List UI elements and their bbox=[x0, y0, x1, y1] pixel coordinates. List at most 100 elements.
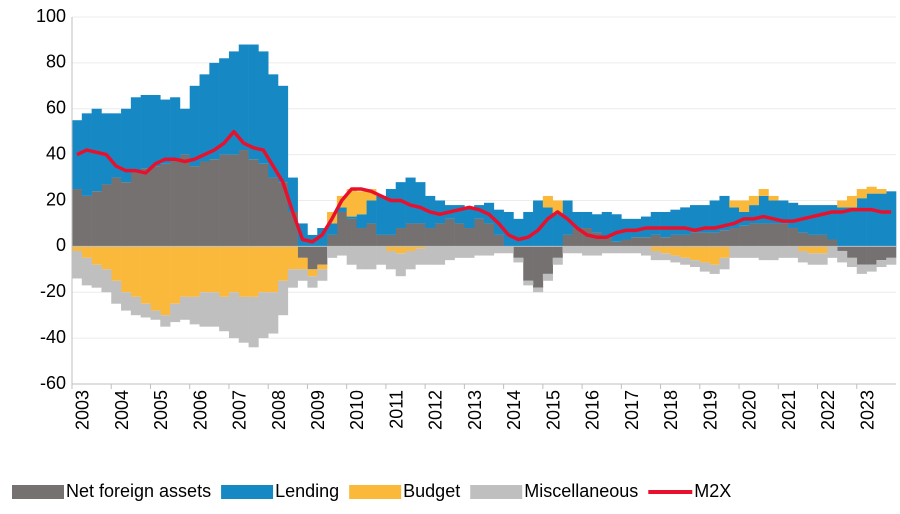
bar-segment bbox=[523, 280, 534, 286]
bar-segment bbox=[366, 200, 377, 224]
legend-label: M2X bbox=[694, 481, 731, 501]
bar-segment bbox=[278, 182, 289, 247]
bar-segment bbox=[817, 205, 828, 235]
bar-segment bbox=[278, 280, 289, 316]
bar-segment bbox=[768, 223, 779, 247]
bar-segment bbox=[591, 246, 603, 256]
bar-segment bbox=[258, 292, 269, 339]
y-tick-label: -60 bbox=[40, 373, 66, 393]
bar-segment bbox=[160, 246, 171, 316]
bar-segment bbox=[150, 166, 161, 247]
bar-segment bbox=[268, 177, 279, 247]
x-tick-label: 2017 bbox=[622, 390, 642, 430]
bar-segment bbox=[739, 225, 750, 247]
bar-segment bbox=[680, 257, 691, 265]
bar-segment bbox=[690, 246, 701, 261]
bar-segment bbox=[385, 250, 397, 270]
bar-segment bbox=[317, 246, 328, 265]
bar-segment bbox=[846, 195, 858, 208]
bar-segment bbox=[699, 232, 710, 247]
bar-segment bbox=[582, 246, 593, 256]
bar-segment bbox=[111, 246, 122, 281]
bar-segment bbox=[91, 264, 102, 288]
bar-segment bbox=[827, 205, 838, 240]
y-tick-label: 80 bbox=[46, 52, 66, 72]
bar-segment bbox=[140, 246, 151, 304]
legend-label: Net foreign assets bbox=[66, 481, 211, 501]
bar-segment bbox=[856, 198, 867, 247]
bar-segment bbox=[621, 246, 632, 254]
bar-segment bbox=[336, 246, 347, 256]
bar-segment bbox=[454, 223, 465, 247]
bar-segment bbox=[121, 108, 132, 183]
bar-segment bbox=[542, 207, 553, 247]
bar-segment bbox=[425, 228, 436, 247]
bar-segment bbox=[670, 209, 681, 235]
bar-segment bbox=[866, 246, 877, 265]
x-tick-label: 2019 bbox=[700, 390, 720, 430]
bar-segment bbox=[807, 234, 818, 247]
bar-segment bbox=[719, 257, 730, 270]
bar-segment bbox=[464, 207, 475, 229]
bar-segment bbox=[709, 264, 720, 274]
bar-segment bbox=[140, 303, 151, 318]
bar-segment bbox=[807, 253, 818, 265]
bar-segment bbox=[356, 191, 367, 215]
bar-segment bbox=[268, 246, 279, 293]
bar-segment bbox=[866, 193, 877, 247]
bar-segment bbox=[91, 108, 102, 192]
legend-label: Miscellaneous bbox=[524, 481, 638, 501]
bar-segment bbox=[415, 248, 426, 265]
bar-segment bbox=[327, 246, 338, 258]
bar-segment bbox=[778, 246, 789, 258]
bar-segment bbox=[788, 202, 799, 229]
bar-segment bbox=[866, 186, 877, 194]
bar-segment bbox=[533, 200, 544, 247]
bar-segment bbox=[758, 223, 769, 247]
bar-segment bbox=[670, 255, 681, 263]
bar-segment bbox=[268, 74, 279, 178]
bar-segment bbox=[170, 303, 181, 323]
bar-segment bbox=[484, 246, 495, 256]
bar-segment bbox=[797, 250, 809, 263]
y-tick-label: 100 bbox=[36, 6, 66, 26]
bar-segment bbox=[886, 191, 897, 247]
bar-segment bbox=[797, 246, 809, 251]
bar-segment bbox=[503, 246, 514, 254]
bar-segment bbox=[228, 51, 240, 155]
bar-segment bbox=[533, 287, 544, 293]
bar-segment bbox=[376, 234, 387, 247]
bar-segment bbox=[297, 257, 308, 270]
bar-segment bbox=[513, 246, 524, 258]
bar-segment bbox=[837, 250, 848, 263]
bar-segment bbox=[434, 200, 446, 224]
bar-segment bbox=[140, 168, 151, 247]
bar-segment bbox=[719, 195, 730, 231]
bar-segment bbox=[121, 246, 132, 293]
bar-segment bbox=[837, 246, 848, 251]
bar-segment bbox=[778, 223, 789, 247]
bar-segment bbox=[768, 200, 779, 224]
bar-segment bbox=[709, 200, 720, 233]
x-tick-label: 2021 bbox=[779, 390, 799, 430]
bar-segment bbox=[170, 97, 181, 160]
bar-segment bbox=[650, 234, 661, 247]
bar-segment bbox=[542, 246, 553, 274]
bar-segment bbox=[415, 223, 426, 247]
bar-segment bbox=[729, 246, 740, 258]
bar-segment bbox=[660, 246, 671, 254]
bar-segment bbox=[493, 246, 504, 254]
bar-segment bbox=[160, 99, 171, 164]
bar-segment bbox=[778, 200, 789, 224]
bar-segment bbox=[130, 170, 141, 247]
bar-segment bbox=[650, 250, 661, 261]
bar-segment bbox=[91, 246, 102, 265]
bar-segment bbox=[680, 234, 691, 247]
bar-segment bbox=[817, 246, 828, 254]
x-tick-label: 2009 bbox=[308, 390, 328, 430]
bar-segment bbox=[660, 211, 671, 238]
bar-segment bbox=[258, 51, 269, 164]
bar-segment bbox=[601, 211, 612, 238]
bar-segment bbox=[111, 280, 122, 304]
bar-segment bbox=[366, 223, 377, 247]
